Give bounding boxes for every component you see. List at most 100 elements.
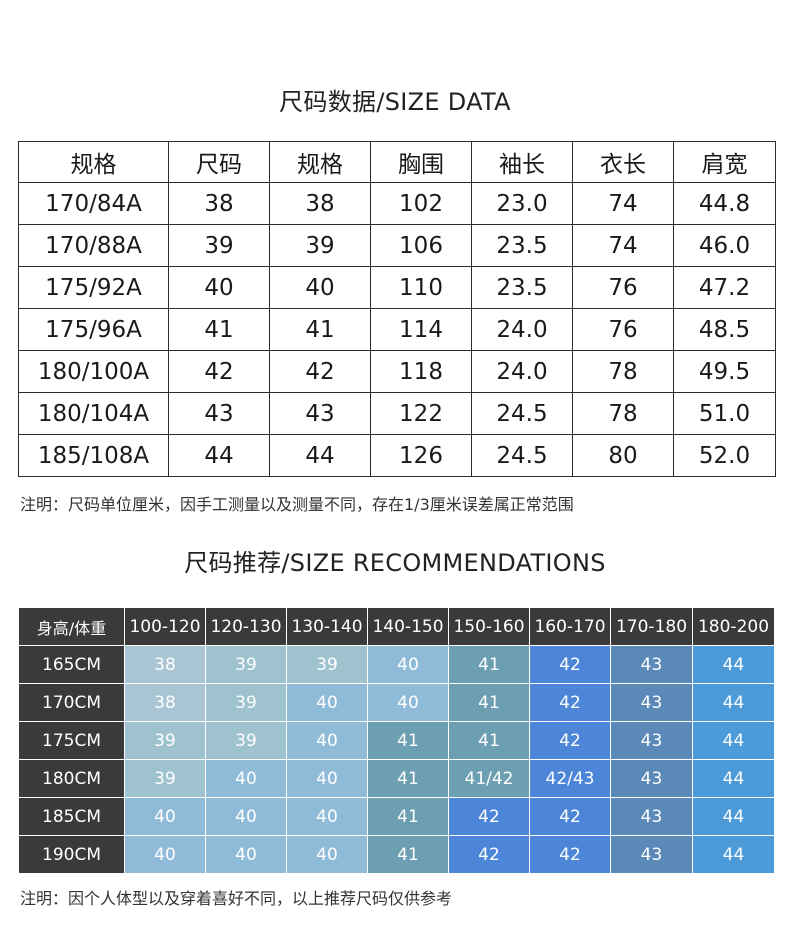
rec-table-height-header: 180CM xyxy=(18,759,125,798)
size-table-cell: 24.5 xyxy=(471,434,573,477)
rec-table-size-cell: 39 xyxy=(205,683,287,722)
rec-table-size-cell: 40 xyxy=(367,645,449,684)
size-table-cell: 52.0 xyxy=(673,434,776,477)
size-table-cell: 74 xyxy=(572,224,674,267)
size-table-cell: 24.5 xyxy=(471,392,573,435)
rec-table-size-cell: 40 xyxy=(286,721,368,760)
size-table-header-row: 规格 尺码 规格 胸围 袖长 衣长 肩宽 xyxy=(18,141,776,183)
rec-table-size-cell: 39 xyxy=(286,645,368,684)
size-table-cell: 38 xyxy=(269,182,371,225)
rec-table-size-cell: 40 xyxy=(124,835,206,874)
size-table-cell: 76 xyxy=(572,308,674,351)
rec-table-weight-header: 130-140 xyxy=(286,607,368,646)
rec-table-size-cell: 40 xyxy=(286,835,368,874)
size-table-cell: 106 xyxy=(370,224,472,267)
rec-table-height-header: 190CM xyxy=(18,835,125,874)
size-table-cell: 43 xyxy=(269,392,371,435)
size-table-cell: 78 xyxy=(572,392,674,435)
size-table-header-cell: 袖长 xyxy=(471,141,573,183)
rec-table-size-cell: 43 xyxy=(610,835,693,874)
size-table-cell: 80 xyxy=(572,434,674,477)
rec-table-size-cell: 44 xyxy=(692,759,775,798)
rec-table-weight-header: 170-180 xyxy=(610,607,693,646)
size-table-cell: 170/88A xyxy=(18,224,169,267)
rec-table-size-cell: 41 xyxy=(367,797,449,836)
rec-table-row: 190CM 40 40 40 41 42 42 43 44 xyxy=(18,835,775,874)
size-table-cell: 24.0 xyxy=(471,350,573,393)
size-table-row: 185/108A 44 44 126 24.5 80 52.0 xyxy=(18,434,776,477)
size-table-header-cell: 规格 xyxy=(18,141,169,183)
rec-table-size-cell: 43 xyxy=(610,797,693,836)
rec-table-size-cell: 42 xyxy=(448,797,530,836)
size-table-cell: 175/96A xyxy=(18,308,169,351)
size-table-cell: 38 xyxy=(168,182,270,225)
size-table-cell: 44.8 xyxy=(673,182,776,225)
rec-table-weight-header: 160-170 xyxy=(529,607,611,646)
size-recommendations-table: 身高/体重 100-120 120-130 130-140 140-150 150-160… xyxy=(18,607,775,874)
size-table-header-cell: 胸围 xyxy=(370,141,472,183)
rec-table-size-cell: 38 xyxy=(124,683,206,722)
size-table-cell: 102 xyxy=(370,182,472,225)
rec-table-size-cell: 39 xyxy=(124,759,206,798)
size-table-cell: 49.5 xyxy=(673,350,776,393)
size-table-row: 170/84A 38 38 102 23.0 74 44.8 xyxy=(18,182,776,225)
rec-table-size-cell: 39 xyxy=(205,645,287,684)
rec-table-row: 165CM 38 39 39 40 41 42 43 44 xyxy=(18,645,775,684)
size-table-cell: 180/104A xyxy=(18,392,169,435)
size-table-cell: 118 xyxy=(370,350,472,393)
size-table-row: 175/92A 40 40 110 23.5 76 47.2 xyxy=(18,266,776,309)
size-table-cell: 74 xyxy=(572,182,674,225)
size-table-cell: 78 xyxy=(572,350,674,393)
size-table-cell: 40 xyxy=(168,266,270,309)
size-table-cell: 42 xyxy=(168,350,270,393)
size-table-cell: 23.5 xyxy=(471,224,573,267)
rec-table-size-cell: 40 xyxy=(367,683,449,722)
size-table-cell: 47.2 xyxy=(673,266,776,309)
rec-table-size-cell: 42 xyxy=(529,683,611,722)
rec-table-size-cell: 42 xyxy=(529,645,611,684)
rec-table-size-cell: 43 xyxy=(610,683,693,722)
rec-table-size-cell: 40 xyxy=(124,797,206,836)
size-table-header-cell: 衣长 xyxy=(572,141,674,183)
size-table-cell: 51.0 xyxy=(673,392,776,435)
rec-table-row: 180CM 39 40 40 41 41/42 42/43 43 44 xyxy=(18,759,775,798)
size-table-cell: 185/108A xyxy=(18,434,169,477)
size-recommendations-note: 注明：因个人体型以及穿着喜好不同，以上推荐尺码仅供参考 xyxy=(20,889,453,908)
rec-table-size-cell: 41 xyxy=(367,759,449,798)
size-table-row: 180/104A 43 43 122 24.5 78 51.0 xyxy=(18,392,776,435)
size-table-cell: 122 xyxy=(370,392,472,435)
rec-table-size-cell: 38 xyxy=(124,645,206,684)
rec-table-size-cell: 42 xyxy=(448,835,530,874)
size-table-row: 170/88A 39 39 106 23.5 74 46.0 xyxy=(18,224,776,267)
size-table-header-cell: 肩宽 xyxy=(673,141,776,183)
size-table-cell: 110 xyxy=(370,266,472,309)
rec-table-size-cell: 40 xyxy=(205,835,287,874)
size-table-cell: 180/100A xyxy=(18,350,169,393)
size-table-row: 175/96A 41 41 114 24.0 76 48.5 xyxy=(18,308,776,351)
rec-table-size-cell: 43 xyxy=(610,759,693,798)
rec-table-height-header: 175CM xyxy=(18,721,125,760)
size-table-cell: 114 xyxy=(370,308,472,351)
rec-table-corner-cell: 身高/体重 xyxy=(18,607,125,646)
rec-table-weight-header: 180-200 xyxy=(692,607,775,646)
size-table-cell: 175/92A xyxy=(18,266,169,309)
size-data-note: 注明：尺码单位厘米，因手工测量以及测量不同，存在1/3厘米误差属正常范围 xyxy=(20,495,574,514)
rec-table-size-cell: 42 xyxy=(529,835,611,874)
size-table-cell: 43 xyxy=(168,392,270,435)
rec-table-size-cell: 40 xyxy=(205,759,287,798)
rec-table-size-cell: 43 xyxy=(610,721,693,760)
size-data-table: 规格 尺码 规格 胸围 袖长 衣长 肩宽 170/84A 38 38 102 23.0 74 44.8 17… xyxy=(18,141,776,477)
rec-table-size-cell: 40 xyxy=(286,797,368,836)
rec-table-size-cell: 41/42 xyxy=(448,759,530,798)
size-table-cell: 23.0 xyxy=(471,182,573,225)
size-table-cell: 48.5 xyxy=(673,308,776,351)
size-table-cell: 126 xyxy=(370,434,472,477)
rec-table-header-row: 身高/体重 100-120 120-130 130-140 140-150 150-160… xyxy=(18,607,775,646)
size-table-cell: 44 xyxy=(269,434,371,477)
size-table-cell: 41 xyxy=(269,308,371,351)
rec-table-size-cell: 41 xyxy=(448,721,530,760)
rec-table-size-cell: 44 xyxy=(692,683,775,722)
size-data-title: 尺码数据/SIZE DATA xyxy=(279,88,511,116)
size-table-cell: 46.0 xyxy=(673,224,776,267)
rec-table-size-cell: 41 xyxy=(367,835,449,874)
